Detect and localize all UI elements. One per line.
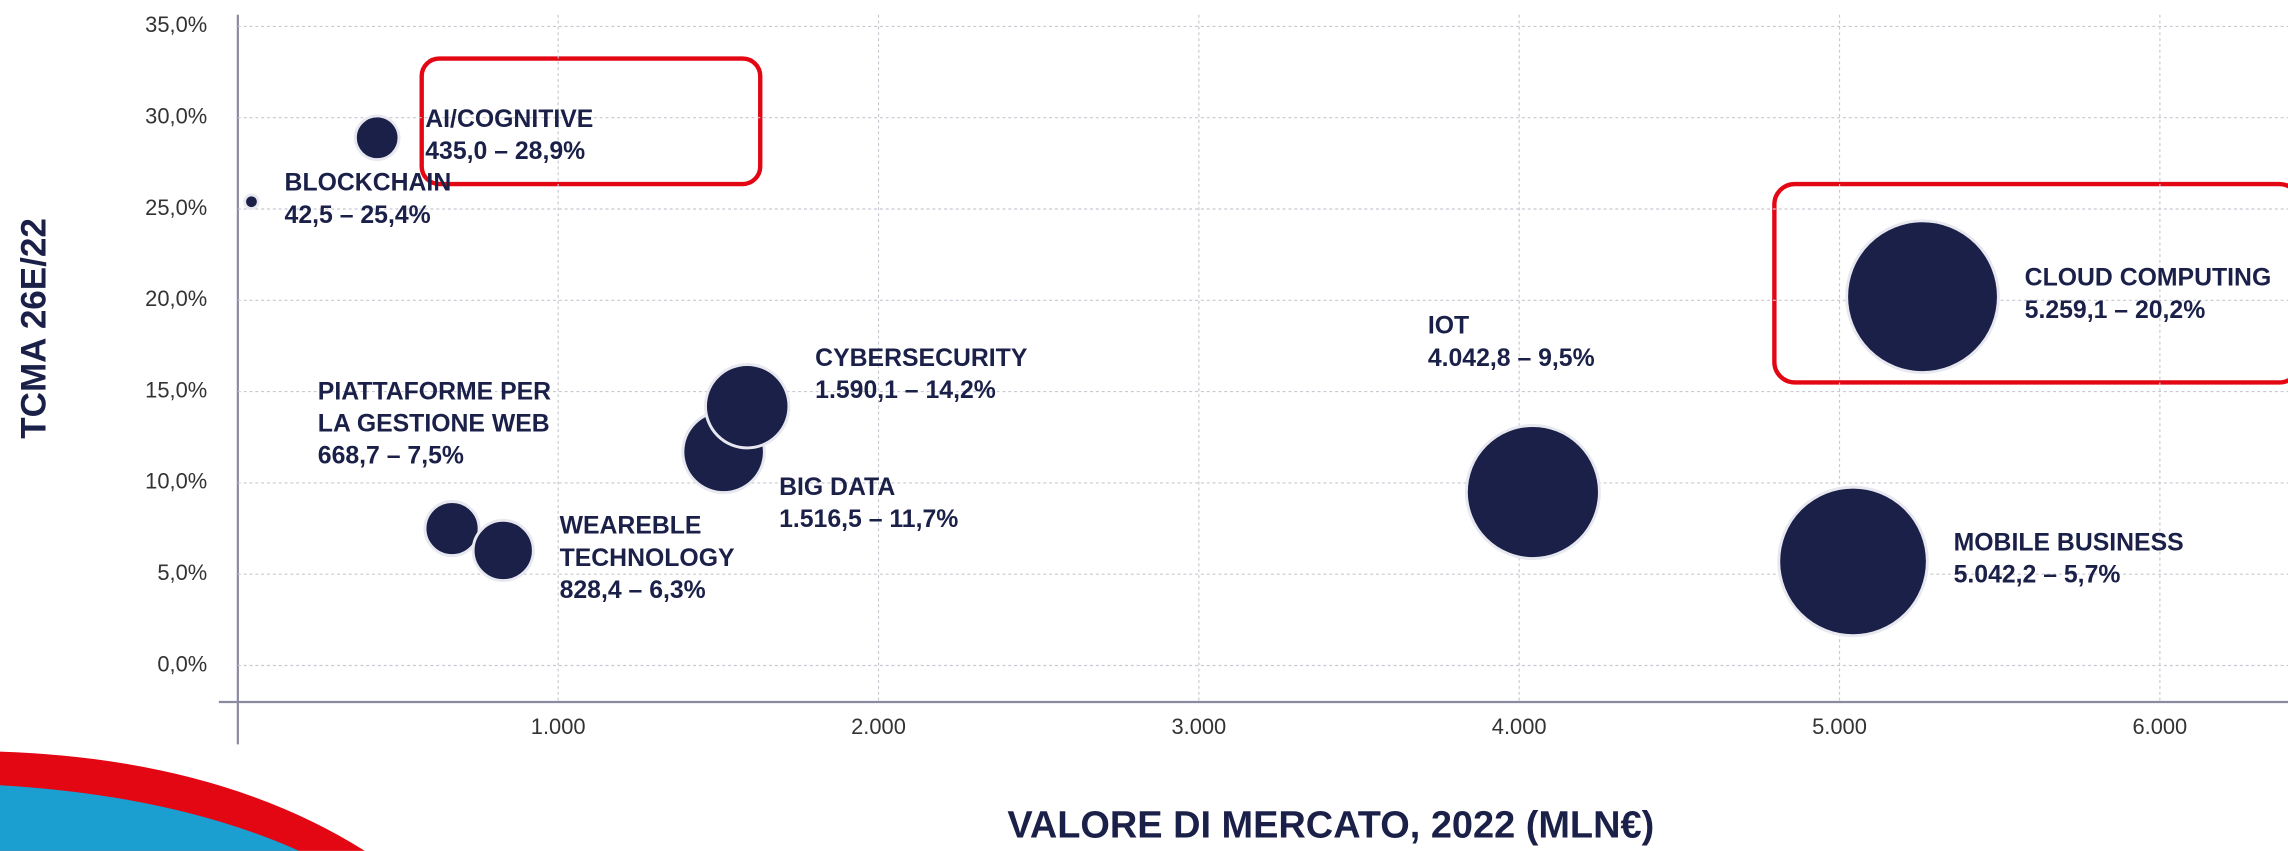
bubble [704, 363, 791, 450]
x-tick-label: 5.000 [1812, 714, 1867, 739]
x-tick-label: 4.000 [1492, 714, 1547, 739]
y-tick-label: 0,0% [157, 651, 207, 676]
bubble-label: CLOUD COMPUTING [2025, 265, 2272, 292]
y-tick-label: 30,0% [145, 103, 207, 128]
bubble-label: AI/COGNITIVE [425, 106, 593, 133]
y-tick-label: 20,0% [145, 286, 207, 311]
value-label: 1.516,5 – 11,7% [779, 506, 958, 533]
bubble-label: LA GESTIONE WEB [318, 410, 550, 437]
bubble-label: MOBILE BUSINESS [1954, 529, 2184, 556]
x-tick-label: 1.000 [531, 714, 586, 739]
value-label: 668,7 – 7,5% [318, 443, 464, 470]
decor-blue [0, 785, 300, 851]
bubble-label: BIG DATA [779, 474, 895, 501]
bubble [1464, 424, 1601, 561]
bubble-label: WEAREBLE [560, 513, 702, 540]
bubble-label: TECHNOLOGY [560, 545, 735, 572]
y-tick-label: 15,0% [145, 377, 207, 402]
value-label: 1.590,1 – 14,2% [815, 377, 996, 404]
y-tick-label: 35,0% [145, 12, 207, 37]
bubble [1845, 219, 2000, 374]
y-tick-label: 25,0% [145, 195, 207, 220]
value-label: 435,0 – 28,9% [425, 138, 585, 165]
y-axis-title: TCMA 26E/22 [15, 218, 54, 439]
x-tick-label: 2.000 [851, 714, 906, 739]
bubble-label: BLOCKCHAIN [285, 170, 452, 197]
bubble [423, 500, 481, 558]
x-axis-title: VALORE DI MERCATO, 2022 (MLN€) [1007, 805, 1654, 847]
bubble-label: CYBERSECURITY [815, 345, 1028, 372]
bubble [1777, 485, 1929, 638]
bubble-label: PIATTAFORME PER [318, 378, 551, 405]
bubble [353, 114, 401, 162]
x-tick-label: 6.000 [2132, 714, 2187, 739]
bubble-label: IOT [1428, 313, 1469, 340]
value-label: 42,5 – 25,4% [285, 202, 431, 229]
highlight-box [1772, 181, 2288, 385]
y-tick-label: 10,0% [145, 469, 207, 494]
bubble [243, 193, 260, 210]
y-tick-label: 5,0% [157, 560, 207, 585]
value-label: 5.042,2 – 5,7% [1954, 562, 2121, 589]
value-label: 5.259,1 – 20,2% [2025, 297, 2206, 324]
highlight-box [419, 56, 763, 187]
value-label: 4.042,8 – 9,5% [1428, 345, 1595, 372]
bubble [471, 518, 535, 583]
x-tick-label: 3.000 [1171, 714, 1226, 739]
value-label: 828,4 – 6,3% [560, 577, 706, 604]
